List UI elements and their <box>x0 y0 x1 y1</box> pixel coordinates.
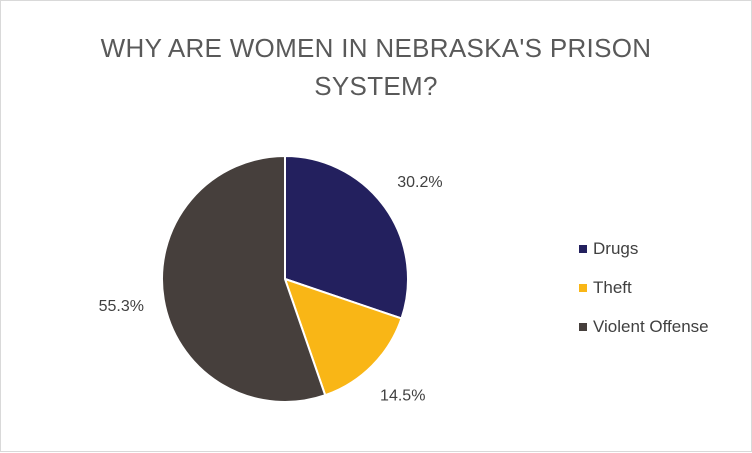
chart-title: WHY ARE WOMEN IN NEBRASKA'S PRISON SYSTE… <box>100 33 652 101</box>
legend-swatch-drugs <box>579 244 587 253</box>
pie-slice-theft <box>284 278 403 397</box>
slice-label-violent-offense: 55.3% <box>99 298 144 315</box>
legend-item-violent-offense: Violent Offense <box>579 307 747 346</box>
legend-item-theft: Theft <box>579 268 747 307</box>
legend-label-theft: Theft <box>593 277 632 297</box>
slice-label-theft: 14.5% <box>380 388 425 405</box>
legend: Drugs Theft Violent Offense <box>579 229 747 346</box>
slice-labels: 30.2% 14.5% 55.3% <box>99 174 443 405</box>
pie-slice-drugs <box>284 155 409 320</box>
legend-swatch-violent-offense <box>579 322 587 331</box>
pie-slice-violent-offense <box>161 155 327 403</box>
slice-label-drugs: 30.2% <box>397 174 442 191</box>
legend-item-drugs: Drugs <box>579 229 747 268</box>
legend-swatch-theft <box>579 283 587 292</box>
pie-slices <box>161 155 409 403</box>
legend-label-drugs: Drugs <box>593 238 639 258</box>
legend-label-violent-offense: Violent Offense <box>593 316 709 336</box>
